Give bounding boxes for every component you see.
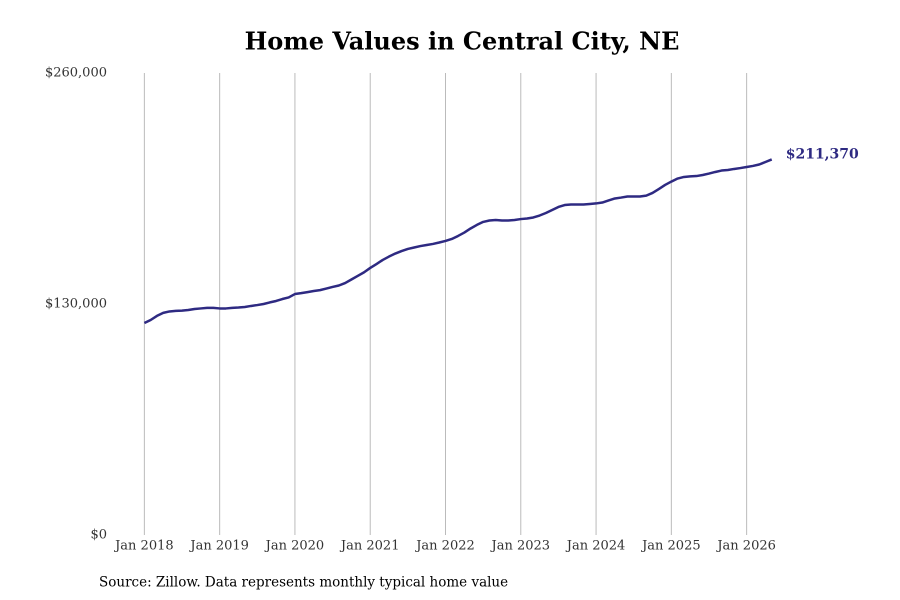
y-tick-label: $260,000 <box>45 66 107 81</box>
x-tick-label: Jan 2020 <box>264 539 325 554</box>
x-tick-label: Jan 2024 <box>565 539 626 554</box>
end-value-label: $211,370 <box>786 146 859 162</box>
x-tick-label: Jan 2018 <box>113 539 174 554</box>
x-tick-label: Jan 2021 <box>339 539 400 554</box>
source-note: Source: Zillow. Data represents monthly … <box>99 575 508 591</box>
x-tick-label: Jan 2023 <box>490 539 551 554</box>
x-tick-label: Jan 2025 <box>640 539 701 554</box>
x-tick-label: Jan 2026 <box>715 539 776 554</box>
data-line <box>143 158 773 325</box>
y-tick-label: $130,000 <box>45 297 107 312</box>
x-tick-label: Jan 2022 <box>414 539 475 554</box>
chart-title: Home Values in Central City, NE <box>245 27 680 56</box>
x-tick-label: Jan 2019 <box>188 539 249 554</box>
y-tick-label: $0 <box>90 528 107 543</box>
